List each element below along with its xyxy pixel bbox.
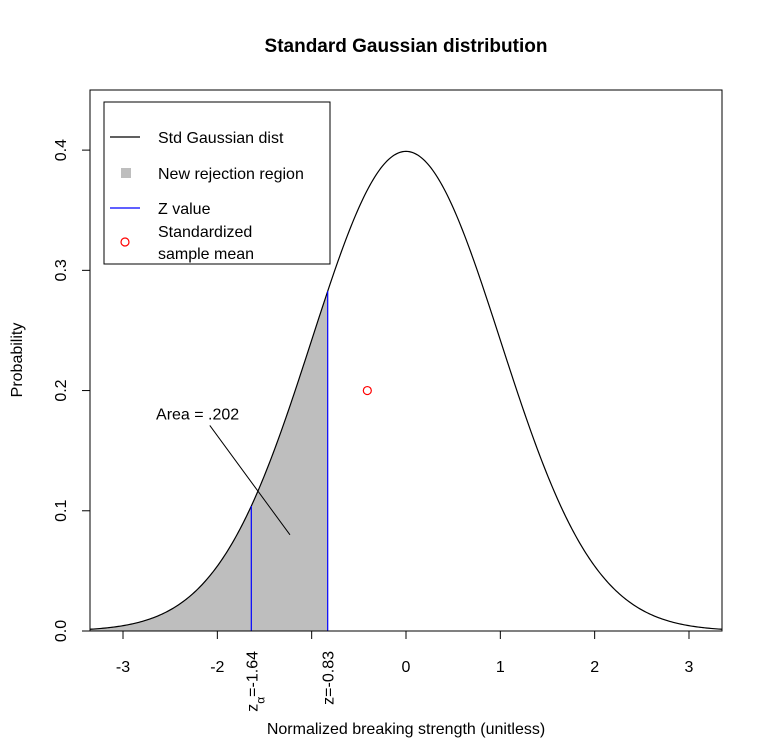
area-annotation: Area = .202 [156,406,239,423]
legend-square [121,168,131,178]
x-tick-label: -2 [210,659,224,676]
axes: zα=-1.64 z=-0.83 -3 -2 0 1 2 3 0.0 0.1 0.2 0.3 0.4 [53,89,723,712]
annotation-pointer [209,425,291,536]
x-tick-label: 0 [402,659,411,676]
chart-title: Standard Gaussian distribution [265,36,548,57]
x-axis-label: Normalized breaking strength (unitless) [267,721,545,738]
x-tick-label: 1 [496,659,505,676]
y-axis-label: Probability [9,323,26,398]
legend: Std Gaussian dist New rejection region Z v… [103,101,331,265]
y-tick-label: 0.2 [53,379,70,401]
z-label-1: z=-0.83 [321,651,338,705]
gaussian-curve [89,150,723,630]
sample-mean-point [362,385,372,396]
x-tick-label: 2 [590,659,599,676]
rejection-region [90,291,328,631]
x-tick-label: 3 [685,659,694,676]
y-tick-label: 0.4 [53,139,70,161]
legend-label-2: Z value [158,201,211,218]
legend-label-1: New rejection region [158,166,304,183]
y-tick-label: 0.3 [53,259,70,281]
legend-label-3: Standardized [158,224,252,241]
x-tick-label: -3 [116,659,130,676]
y-tick-label: 0.1 [53,500,70,522]
plot-area: Area = .202 [89,150,723,631]
legend-label-3-line2: sample mean [158,246,254,263]
legend-circle [120,237,130,247]
legend-label-0: Std Gaussian dist [158,130,284,147]
legend-box [103,101,331,265]
y-tick-label: 0.0 [53,620,70,642]
z-label-0: zα=-1.64 [244,651,267,712]
